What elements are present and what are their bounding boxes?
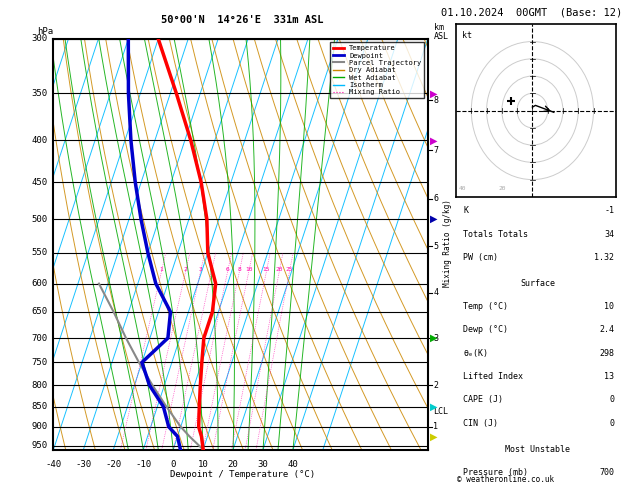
Text: 1: 1 bbox=[433, 422, 438, 431]
Text: ▶: ▶ bbox=[430, 333, 437, 343]
Text: 4: 4 bbox=[433, 288, 438, 297]
Text: 25: 25 bbox=[286, 267, 293, 272]
Text: Dewpoint / Temperature (°C): Dewpoint / Temperature (°C) bbox=[170, 469, 314, 479]
Text: 950: 950 bbox=[31, 441, 48, 451]
Text: -20: -20 bbox=[105, 460, 121, 469]
Text: 0: 0 bbox=[609, 419, 614, 428]
Text: 1.32: 1.32 bbox=[594, 253, 614, 262]
Text: 10: 10 bbox=[245, 267, 252, 272]
Text: 34: 34 bbox=[604, 230, 614, 239]
Text: 2: 2 bbox=[433, 381, 438, 390]
Text: θₑ(K): θₑ(K) bbox=[463, 349, 488, 358]
Text: ▶: ▶ bbox=[430, 401, 437, 412]
Text: 40: 40 bbox=[287, 460, 298, 469]
Text: 20: 20 bbox=[228, 460, 238, 469]
Text: Surface: Surface bbox=[520, 279, 555, 288]
Text: 10: 10 bbox=[198, 460, 209, 469]
Text: 20: 20 bbox=[499, 186, 506, 191]
Text: 400: 400 bbox=[31, 136, 48, 145]
Text: CAPE (J): CAPE (J) bbox=[463, 396, 503, 404]
Text: 500: 500 bbox=[31, 215, 48, 224]
Text: Pressure (mb): Pressure (mb) bbox=[463, 468, 528, 477]
Text: 7: 7 bbox=[433, 145, 438, 155]
Text: 800: 800 bbox=[31, 381, 48, 390]
Text: Most Unstable: Most Unstable bbox=[505, 445, 571, 453]
Text: Dewp (°C): Dewp (°C) bbox=[463, 326, 508, 334]
Text: 450: 450 bbox=[31, 177, 48, 187]
Text: K: K bbox=[463, 207, 468, 215]
Text: kt: kt bbox=[462, 31, 472, 40]
Text: 750: 750 bbox=[31, 358, 48, 367]
Text: -10: -10 bbox=[135, 460, 152, 469]
Text: 50°00'N  14°26'E  331m ASL: 50°00'N 14°26'E 331m ASL bbox=[161, 15, 323, 25]
Text: 8: 8 bbox=[238, 267, 242, 272]
Text: -40: -40 bbox=[45, 460, 62, 469]
Text: © weatheronline.co.uk: © weatheronline.co.uk bbox=[457, 474, 554, 484]
Text: ▶: ▶ bbox=[430, 432, 437, 441]
Text: 298: 298 bbox=[599, 349, 614, 358]
Text: LCL: LCL bbox=[433, 407, 448, 416]
Text: 01.10.2024  00GMT  (Base: 12): 01.10.2024 00GMT (Base: 12) bbox=[442, 7, 623, 17]
Text: PW (cm): PW (cm) bbox=[463, 253, 498, 262]
Text: Temp (°C): Temp (°C) bbox=[463, 302, 508, 311]
Text: 850: 850 bbox=[31, 402, 48, 411]
Text: 650: 650 bbox=[31, 307, 48, 316]
Text: 4: 4 bbox=[209, 267, 213, 272]
Text: 600: 600 bbox=[31, 279, 48, 288]
Text: -30: -30 bbox=[75, 460, 91, 469]
Text: 40: 40 bbox=[459, 186, 467, 191]
Text: Lifted Index: Lifted Index bbox=[463, 372, 523, 381]
Text: 8: 8 bbox=[433, 96, 438, 105]
Text: km
ASL: km ASL bbox=[434, 22, 449, 41]
Text: 1: 1 bbox=[160, 267, 164, 272]
Text: 900: 900 bbox=[31, 422, 48, 431]
Text: 6: 6 bbox=[226, 267, 230, 272]
Text: 13: 13 bbox=[604, 372, 614, 381]
Text: 2.4: 2.4 bbox=[599, 326, 614, 334]
Text: 30: 30 bbox=[258, 460, 269, 469]
Text: 0: 0 bbox=[170, 460, 176, 469]
Legend: Temperature, Dewpoint, Parcel Trajectory, Dry Adiabat, Wet Adiabat, Isotherm, Mi: Temperature, Dewpoint, Parcel Trajectory… bbox=[330, 42, 424, 98]
Text: hPa: hPa bbox=[37, 27, 53, 36]
Text: 700: 700 bbox=[599, 468, 614, 477]
Text: -1: -1 bbox=[604, 207, 614, 215]
Text: CIN (J): CIN (J) bbox=[463, 419, 498, 428]
Text: Totals Totals: Totals Totals bbox=[463, 230, 528, 239]
Text: 5: 5 bbox=[433, 242, 438, 251]
Text: 0: 0 bbox=[609, 396, 614, 404]
Text: ▶: ▶ bbox=[430, 214, 437, 224]
Text: 3: 3 bbox=[199, 267, 203, 272]
Text: 300: 300 bbox=[31, 35, 48, 43]
Text: 350: 350 bbox=[31, 89, 48, 98]
Text: Mixing Ratio (g/kg): Mixing Ratio (g/kg) bbox=[443, 199, 452, 287]
Text: 550: 550 bbox=[31, 248, 48, 258]
Text: 15: 15 bbox=[262, 267, 270, 272]
Text: ▶: ▶ bbox=[430, 88, 437, 98]
Text: 700: 700 bbox=[31, 333, 48, 343]
Text: 6: 6 bbox=[433, 194, 438, 203]
Text: 2: 2 bbox=[184, 267, 187, 272]
Text: 10: 10 bbox=[604, 302, 614, 311]
Text: 3: 3 bbox=[433, 333, 438, 343]
Text: ▶: ▶ bbox=[430, 136, 437, 145]
Text: 20: 20 bbox=[276, 267, 283, 272]
